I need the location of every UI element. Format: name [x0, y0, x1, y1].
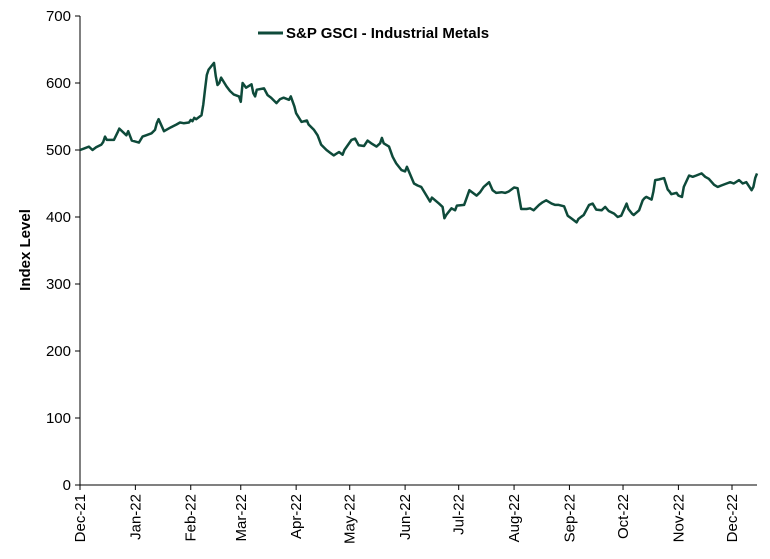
x-tick-label: Aug-22: [506, 494, 523, 542]
legend-label: S&P GSCI - Industrial Metals: [286, 25, 489, 42]
legend: S&P GSCI - Industrial Metals: [258, 25, 489, 42]
y-tick-label: 400: [46, 209, 71, 226]
x-tick-label: Nov-22: [670, 494, 687, 542]
x-tick-label: Oct-22: [615, 494, 632, 539]
x-tick-label: Apr-22: [288, 494, 305, 539]
y-axis-title: Index Level: [17, 209, 34, 291]
x-tick-label: Dec-21: [72, 494, 89, 542]
x-axis-ticks: Dec-21 Jan-22 Feb-22 Mar-22 Apr-22 May-22 Jun-…: [72, 485, 741, 544]
y-tick-label: 0: [63, 477, 71, 494]
series-layer: [79, 61, 759, 224]
x-tick-label: Jul-22: [451, 494, 468, 535]
x-tick-label: May-22: [342, 494, 359, 544]
y-tick-label: 500: [46, 142, 71, 159]
x-tick-label: Dec-22: [724, 494, 741, 542]
x-tick-label: Sep-22: [561, 494, 578, 542]
x-tick-label: Mar-22: [233, 494, 250, 542]
x-tick-label: Jun-22: [397, 494, 414, 540]
y-tick-label: 100: [46, 410, 71, 427]
y-tick-label: 200: [46, 343, 71, 360]
y-axis-ticks: 0 100 200 300 400 500 600 700: [46, 8, 80, 494]
x-tick-label: Jan-22: [127, 494, 144, 540]
y-tick-label: 600: [46, 75, 71, 92]
y-tick-label: 700: [46, 8, 71, 25]
y-tick-label: 300: [46, 276, 71, 293]
series-line-0: [79, 61, 759, 224]
x-tick-label: Feb-22: [183, 494, 200, 542]
